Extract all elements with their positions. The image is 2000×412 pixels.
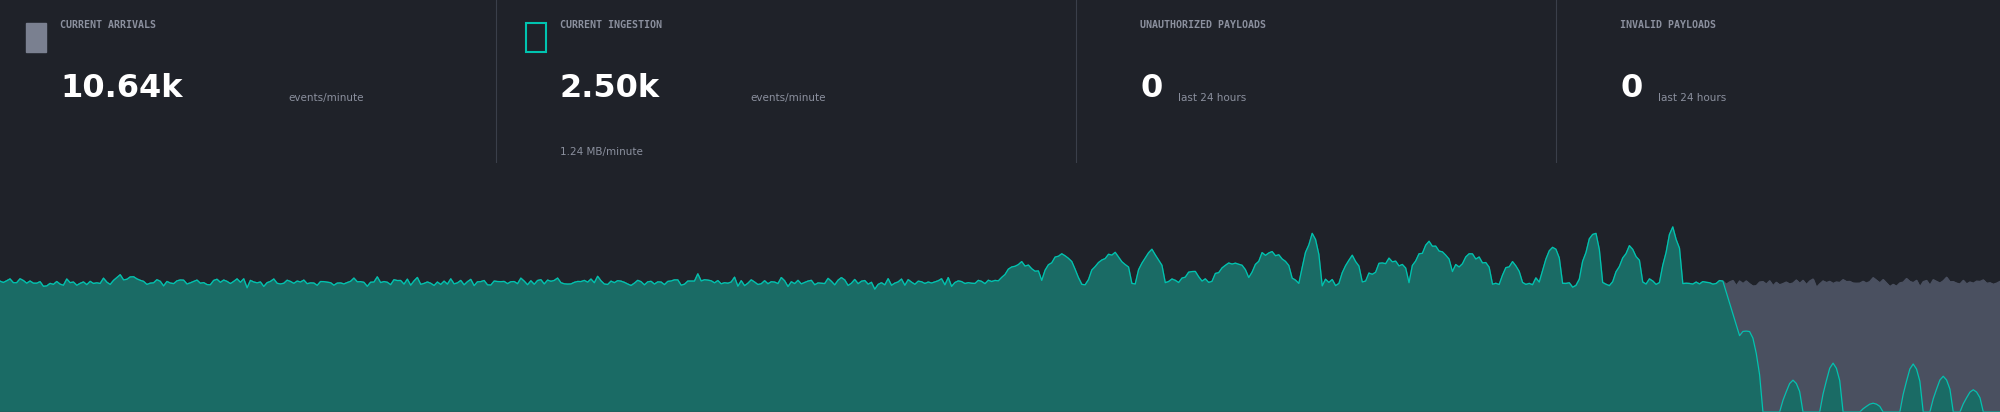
Text: CURRENT INGESTION: CURRENT INGESTION xyxy=(560,20,662,30)
Text: events/minute: events/minute xyxy=(750,93,826,103)
Text: 2.50k: 2.50k xyxy=(560,73,660,105)
Text: 1.24 MB/minute: 1.24 MB/minute xyxy=(560,147,642,157)
Text: UNAUTHORIZED PAYLOADS: UNAUTHORIZED PAYLOADS xyxy=(1140,20,1266,30)
Text: 10.64k: 10.64k xyxy=(60,73,182,105)
Text: events/minute: events/minute xyxy=(288,93,364,103)
Text: CURRENT ARRIVALS: CURRENT ARRIVALS xyxy=(60,20,156,30)
Text: 0: 0 xyxy=(1620,73,1642,105)
Text: INVALID PAYLOADS: INVALID PAYLOADS xyxy=(1620,20,1716,30)
Text: last 24 hours: last 24 hours xyxy=(1178,93,1246,103)
Text: 0: 0 xyxy=(1140,73,1162,105)
Bar xyxy=(26,23,46,52)
Text: last 24 hours: last 24 hours xyxy=(1658,93,1726,103)
